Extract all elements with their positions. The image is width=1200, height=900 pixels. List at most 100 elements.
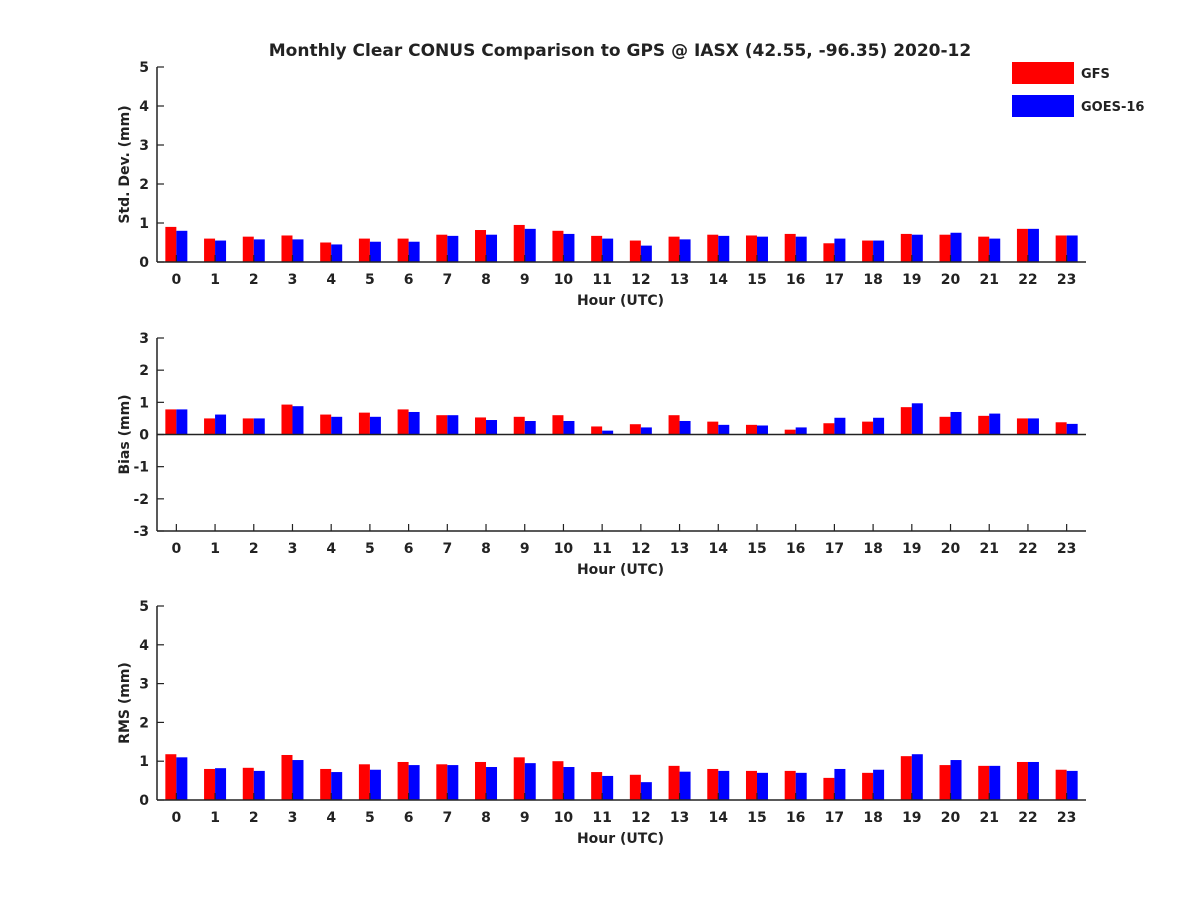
bar-std-dev-goes16-22	[1027, 228, 1039, 262]
ytick-label-bias: -3	[133, 524, 149, 540]
bar-bias-gfs-3	[281, 404, 293, 435]
xtick-label-std-dev: 13	[670, 272, 689, 288]
xtick-label-rms: 23	[1057, 810, 1076, 826]
bar-bias-goes16-18	[873, 417, 885, 435]
bar-bias-gfs-17	[823, 423, 835, 435]
xtick-label-std-dev: 8	[481, 272, 491, 288]
bar-std-dev-gfs-20	[939, 234, 951, 262]
bar-bias-goes16-7	[447, 415, 459, 435]
bar-bias-goes16-17	[834, 417, 846, 435]
bar-rms-goes16-15	[756, 772, 768, 800]
bar-std-dev-gfs-17	[823, 243, 835, 262]
bar-bias-gfs-14	[707, 421, 719, 435]
bar-std-dev-goes16-16	[795, 236, 807, 262]
bar-bias-goes16-23	[1066, 423, 1078, 435]
bar-std-dev-gfs-14	[707, 234, 719, 262]
xtick-label-bias: 19	[902, 541, 921, 557]
bar-bias-goes16-16	[795, 427, 807, 435]
xtick-label-bias: 11	[592, 541, 611, 557]
bar-bias-gfs-7	[436, 415, 448, 435]
bar-rms-goes16-5	[369, 769, 381, 800]
xtick-label-rms: 15	[747, 810, 766, 826]
bar-bias-gfs-4	[320, 414, 332, 435]
xtick-label-std-dev: 4	[326, 272, 336, 288]
bar-std-dev-gfs-19	[900, 233, 912, 262]
bar-bias-gfs-13	[668, 415, 680, 435]
xtick-label-rms: 8	[481, 810, 491, 826]
bar-std-dev-goes16-2	[253, 239, 265, 262]
xtick-label-bias: 21	[979, 541, 998, 557]
ytick-label-rms: 2	[139, 715, 149, 731]
bar-std-dev-goes16-10	[563, 233, 575, 262]
xtick-label-rms: 12	[631, 810, 650, 826]
xtick-label-rms: 17	[825, 810, 844, 826]
bar-rms-goes16-7	[447, 765, 459, 800]
xtick-label-rms: 10	[554, 810, 574, 826]
bar-rms-gfs-2	[242, 767, 254, 800]
bar-bias-gfs-1	[204, 418, 216, 435]
xtick-label-rms: 21	[979, 810, 998, 826]
bar-std-dev-gfs-9	[513, 224, 525, 262]
xtick-label-std-dev: 18	[863, 272, 882, 288]
xtick-label-bias: 22	[1018, 541, 1037, 557]
xtick-label-std-dev: 2	[249, 272, 259, 288]
bar-rms-goes16-8	[486, 767, 498, 800]
bar-rms-gfs-4	[320, 768, 332, 800]
bar-rms-gfs-15	[745, 770, 757, 800]
bar-rms-gfs-10	[552, 761, 564, 800]
legend-swatch-goes16	[1012, 95, 1074, 117]
bar-std-dev-goes16-11	[602, 238, 614, 262]
xtick-label-rms: 16	[786, 810, 805, 826]
ytick-label-bias: -2	[133, 492, 149, 508]
bar-bias-gfs-12	[629, 424, 641, 435]
xtick-label-rms: 20	[941, 810, 961, 826]
bar-bias-goes16-6	[408, 411, 420, 435]
bar-std-dev-gfs-16	[784, 233, 796, 262]
xtick-label-std-dev: 19	[902, 272, 921, 288]
bar-rms-goes16-9	[524, 763, 536, 800]
xtick-label-bias: 5	[365, 541, 375, 557]
ytick-label-rms: 1	[139, 754, 149, 770]
xtick-label-std-dev: 6	[404, 272, 414, 288]
bar-rms-goes16-1	[215, 768, 227, 800]
bar-bias-gfs-5	[358, 412, 370, 435]
xtick-label-std-dev: 15	[747, 272, 766, 288]
bar-std-dev-gfs-22	[1016, 228, 1028, 262]
chart-title: Monthly Clear CONUS Comparison to GPS @ …	[269, 41, 971, 61]
xtick-label-std-dev: 11	[592, 272, 611, 288]
bar-rms-goes16-18	[873, 769, 885, 800]
ytick-label-std-dev: 2	[139, 177, 149, 193]
bar-std-dev-goes16-4	[331, 244, 343, 262]
bar-bias-gfs-19	[900, 407, 912, 435]
xlabel-bias: Hour (UTC)	[577, 562, 664, 578]
bar-std-dev-goes16-19	[911, 234, 923, 262]
bar-rms-gfs-17	[823, 777, 835, 800]
bar-rms-goes16-12	[640, 782, 652, 800]
xtick-label-rms: 22	[1018, 810, 1037, 826]
bar-std-dev-gfs-0	[165, 226, 177, 262]
bar-std-dev-goes16-21	[989, 238, 1001, 262]
bar-bias-gfs-8	[475, 417, 487, 435]
bar-rms-goes16-19	[911, 754, 923, 800]
bar-bias-gfs-6	[397, 409, 409, 435]
bar-std-dev-goes16-23	[1066, 235, 1078, 262]
bar-rms-goes16-20	[950, 760, 962, 800]
bar-std-dev-gfs-18	[862, 240, 874, 262]
bar-rms-gfs-8	[475, 761, 487, 800]
bar-std-dev-goes16-7	[447, 235, 459, 262]
xtick-label-bias: 7	[442, 541, 452, 557]
bar-std-dev-goes16-6	[408, 241, 420, 262]
xtick-label-rms: 7	[442, 810, 452, 826]
xtick-label-bias: 3	[288, 541, 298, 557]
bar-rms-goes16-3	[292, 760, 304, 800]
bar-rms-goes16-6	[408, 765, 420, 800]
xtick-label-std-dev: 5	[365, 272, 375, 288]
xtick-label-bias: 10	[554, 541, 574, 557]
xtick-label-bias: 17	[825, 541, 844, 557]
bar-rms-gfs-16	[784, 770, 796, 800]
bar-rms-gfs-6	[397, 761, 409, 800]
bar-std-dev-goes16-14	[718, 235, 730, 262]
